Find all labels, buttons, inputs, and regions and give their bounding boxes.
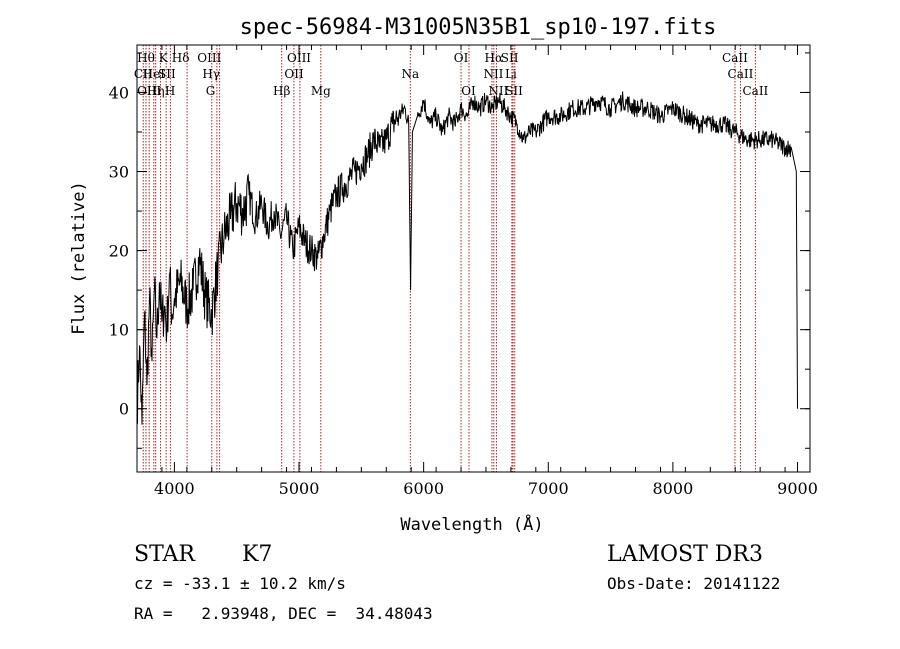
line-label-10: Hγ [202, 67, 220, 81]
chart-title: spec-56984-M31005N35B1_sp10-197.fits [240, 15, 717, 40]
y-tick-label-2: 20 [109, 242, 129, 261]
x-tick-label-1: 5000 [279, 479, 320, 498]
x-axis-label: Wavelength (Å) [400, 513, 543, 535]
line-label-3: HeI [143, 67, 166, 81]
line-label-4: Hη [147, 84, 165, 98]
line-label-2: OIII [137, 84, 161, 98]
line-label-12: Hβ [273, 84, 290, 98]
line-label-8: Hδ [172, 51, 190, 65]
y-tick-label-0: 0 [119, 400, 129, 419]
line-label-5: K [159, 51, 169, 65]
line-label-11: G [206, 84, 216, 98]
line-label-13: OII [284, 67, 304, 81]
y-tick-label-4: 40 [109, 83, 129, 102]
line-label-0: CII [134, 67, 153, 81]
object-class: STAR [134, 542, 196, 567]
y-axis-label: Flux (relative) [69, 181, 89, 335]
line-label-1: Hθ [137, 51, 155, 65]
line-label-18: OI [461, 84, 476, 98]
line-label-22: SII [501, 51, 519, 65]
line-label-19: Hα [485, 51, 504, 65]
x-tick-label-0: 4000 [154, 479, 195, 498]
sky-coordinates: RA = 2.93948, DEC = 34.48043 [134, 604, 433, 623]
line-label-26: CaII [728, 67, 754, 81]
line-label-20: NII [483, 67, 503, 81]
spectrum-series-line [136, 91, 798, 425]
line-label-27: CaII [742, 84, 768, 98]
observation-date: Obs-Date: 20141122 [607, 574, 780, 593]
line-label-16: Na [401, 67, 419, 81]
line-label-25: CaII [722, 51, 748, 65]
line-label-15: Mg [311, 84, 331, 98]
redshift-velocity: cz = -33.1 ± 10.2 km/s [134, 574, 346, 593]
line-label-6: SII [158, 67, 176, 81]
object-subclass: K7 [242, 542, 272, 567]
line-label-7: H [165, 84, 175, 98]
x-tick-label-5: 9000 [777, 479, 818, 498]
x-tick-label-4: 8000 [653, 479, 694, 498]
line-label-21: NII [488, 84, 508, 98]
spectral-line-labels: CII Hθ OIII HeI Hη K SII H Hδ OIII Hγ G Hβ OII OIII Mg N… [134, 51, 769, 98]
plot-frame [136, 44, 811, 473]
line-label-9: OIII [197, 51, 221, 65]
line-label-24: SII [505, 84, 523, 98]
y-tick-label-1: 10 [109, 321, 129, 340]
line-label-17: OI [454, 51, 469, 65]
survey-name: LAMOST DR3 [607, 542, 763, 567]
x-tick-label-2: 6000 [403, 479, 444, 498]
axes: 4000 5000 6000 7000 8000 9000 0 10 20 30 40 [109, 45, 818, 498]
y-tick-label-3: 30 [109, 163, 129, 182]
x-tick-label-3: 7000 [528, 479, 569, 498]
line-label-23: Li [505, 67, 517, 81]
line-label-14: OIII [287, 51, 311, 65]
